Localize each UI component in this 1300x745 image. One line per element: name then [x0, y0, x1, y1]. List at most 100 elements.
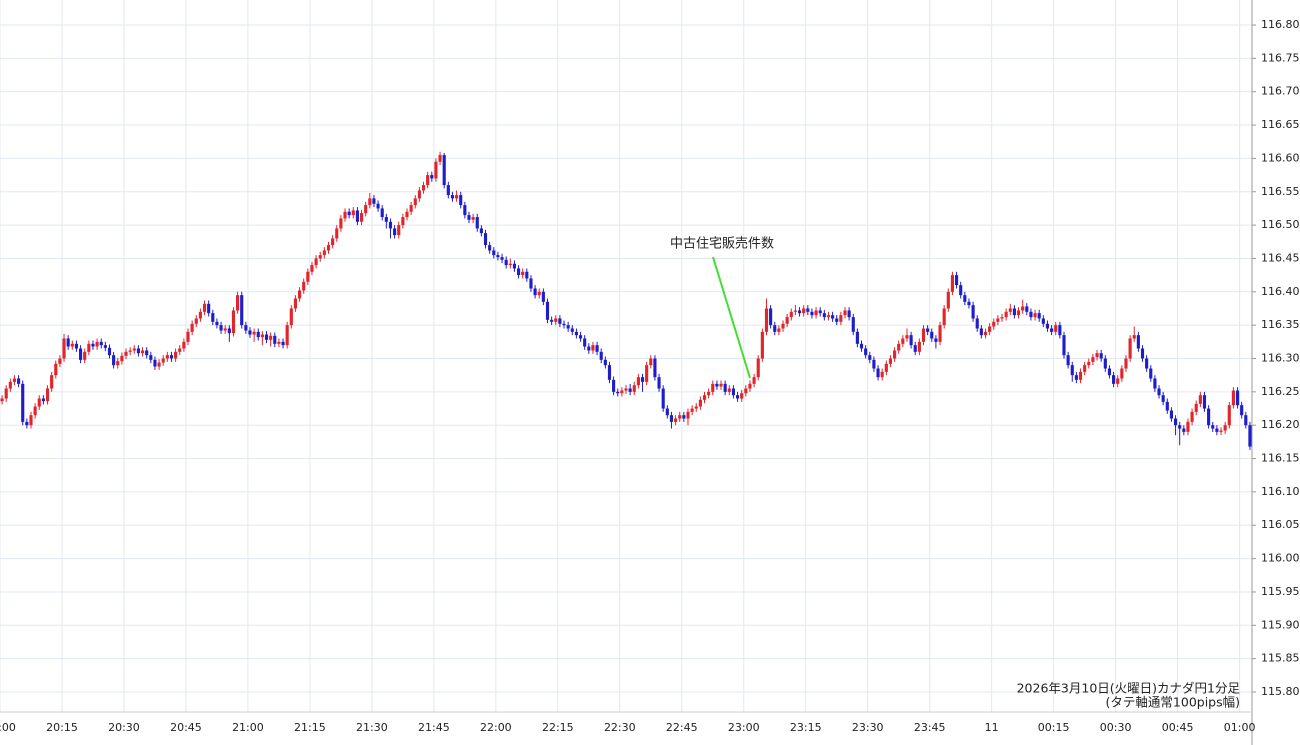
candle-body [1136, 335, 1140, 349]
candle-body [351, 210, 355, 216]
candle-body [83, 351, 87, 360]
candle-body [450, 195, 455, 199]
candle-body [777, 328, 781, 332]
candle-body [616, 391, 620, 394]
candle-body [897, 343, 901, 351]
candle-body [318, 255, 322, 259]
candle-body [893, 350, 897, 359]
candle-body [1169, 410, 1173, 419]
candle-body [136, 348, 140, 354]
candles [0, 151, 1252, 450]
candle-body [1124, 358, 1128, 369]
candle-body [1153, 378, 1157, 389]
candle-body [967, 301, 971, 306]
candle-body [888, 358, 893, 364]
candle-body [727, 388, 731, 392]
candle-body [339, 218, 343, 229]
candle-body [496, 255, 500, 258]
candle-body [376, 203, 380, 209]
candle-body [343, 211, 347, 219]
candle-body [620, 390, 624, 394]
candle-body [384, 217, 388, 222]
candle-body [992, 321, 996, 327]
candle-body [1215, 428, 1219, 432]
candle-body [314, 258, 318, 266]
candle-body [607, 365, 612, 380]
candle-body [884, 363, 888, 372]
candle-body [285, 325, 289, 346]
candle-body [636, 377, 640, 386]
candle-body [1021, 306, 1025, 311]
candle-body [347, 211, 351, 216]
axis-labels: 115.800 115.850 115.900 115.950 116.000 116.0… [0, 18, 1300, 734]
candle-body [29, 415, 33, 426]
candle-body [1161, 395, 1165, 402]
y-tick-label: 116.100 [1261, 485, 1300, 498]
candle-body [252, 331, 256, 335]
candle-body [938, 325, 942, 342]
candle-body [624, 388, 628, 391]
candle-body [1045, 323, 1050, 329]
candle-body [1186, 421, 1190, 432]
candle-body [79, 348, 83, 360]
candle-body [1128, 338, 1132, 359]
annotation-pointer [712, 256, 751, 379]
candle-body [859, 343, 864, 349]
candle-body [711, 383, 715, 392]
candle-body [934, 338, 938, 342]
candle-body [508, 263, 512, 266]
y-tick-label: 116.300 [1261, 352, 1300, 365]
candle-body [446, 185, 450, 196]
y-tick-label: 116.550 [1261, 185, 1300, 198]
candle-body [310, 265, 314, 272]
candle-body [831, 315, 835, 319]
candle-body [554, 318, 558, 322]
candle-body [649, 358, 653, 366]
candle-body [797, 310, 802, 314]
candle-body [1211, 425, 1215, 429]
candle-body [525, 271, 529, 279]
candle-body [1074, 375, 1078, 380]
candle-body [851, 317, 855, 332]
candle-body [475, 217, 479, 229]
candle-body [537, 291, 541, 296]
candle-body [169, 355, 174, 359]
candle-body [202, 303, 207, 312]
candle-body [979, 328, 983, 336]
candle-body [674, 418, 678, 422]
candle-body [326, 245, 331, 251]
candle-body [793, 310, 797, 312]
candle-body [25, 421, 29, 426]
candle-body [426, 175, 430, 186]
candle-body [1095, 353, 1099, 358]
candle-body [128, 350, 132, 352]
candle-body [550, 319, 554, 322]
candle-body [541, 291, 545, 302]
y-tick-label: 116.350 [1261, 318, 1300, 331]
candle-body [364, 205, 368, 214]
candle-body [678, 415, 682, 419]
candle-body [1004, 311, 1008, 318]
candle-body [58, 358, 62, 364]
candle-body [264, 334, 269, 340]
y-tick-label: 116.500 [1261, 218, 1300, 231]
candle-body [950, 275, 954, 292]
candle-body [1235, 390, 1240, 406]
candle-body [963, 295, 967, 302]
candle-body [388, 221, 393, 229]
candle-body [182, 341, 186, 349]
y-tick-label: 116.050 [1261, 518, 1300, 531]
candle-body [1099, 353, 1103, 359]
candle-body [211, 313, 215, 322]
candle-body [1033, 313, 1037, 318]
x-tick-label: 01:00 [1224, 721, 1256, 734]
candle-body [442, 155, 446, 186]
candle-body [1165, 401, 1169, 411]
candle-body [843, 310, 847, 316]
caption: 2026年3月10日(火曜日)カナダ円1分足 [1017, 681, 1241, 696]
candle-body [1194, 403, 1198, 412]
candle-body [1207, 408, 1211, 426]
